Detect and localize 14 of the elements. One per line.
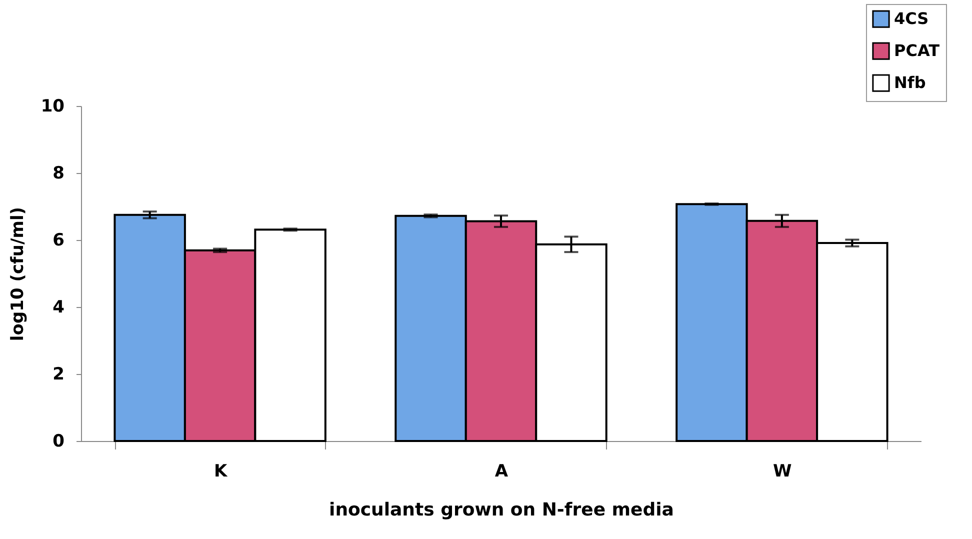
y-tick-label: 10 <box>40 96 65 116</box>
y-tick-label: 6 <box>52 230 64 250</box>
legend-label: Nfb <box>894 73 926 92</box>
y-tick-label: 0 <box>52 432 65 452</box>
legend-label: 4CS <box>894 9 929 28</box>
x-axis-title: inoculants grown on N-free media <box>329 500 674 520</box>
x-tick-label: K <box>214 462 228 482</box>
y-tick-label: 2 <box>52 364 64 384</box>
y-tick-label: 8 <box>52 164 64 184</box>
legend-label: PCAT <box>894 41 940 60</box>
x-tick-label: A <box>494 462 509 482</box>
y-axis-title: log10 (cfu/ml) <box>8 206 28 342</box>
y-tick-label: 4 <box>52 298 65 318</box>
x-tick-label: W <box>773 462 792 482</box>
